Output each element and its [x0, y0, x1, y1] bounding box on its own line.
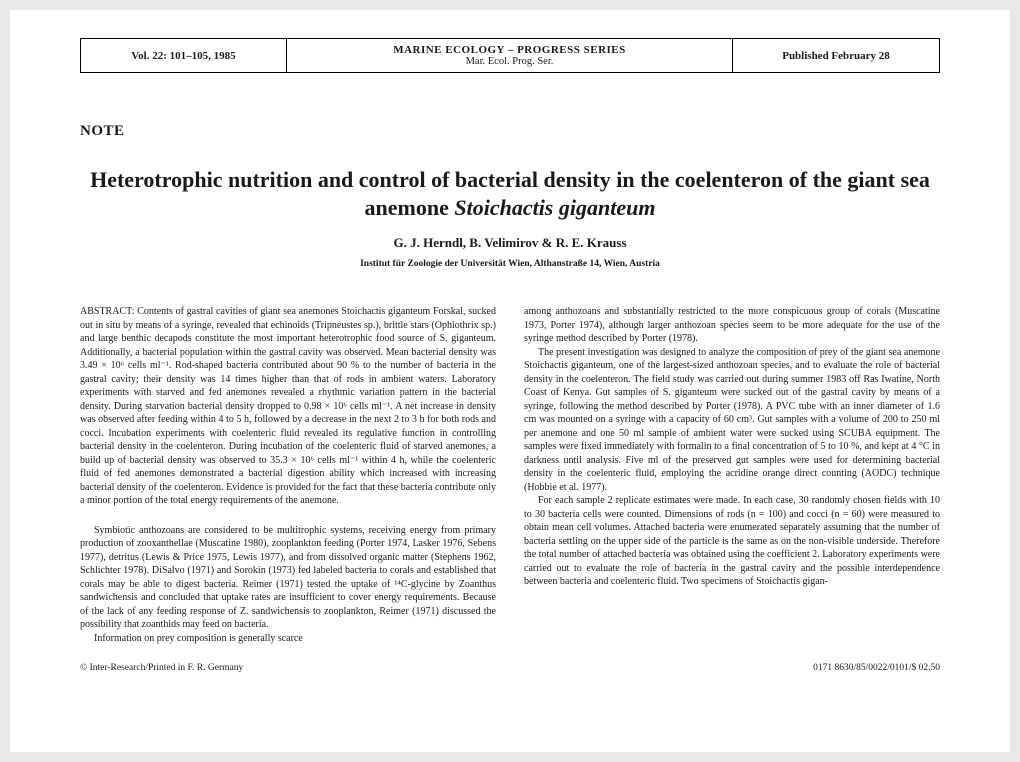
affiliation: Institut für Zoologie der Universität Wi… [80, 259, 940, 269]
authors: G. J. Herndl, B. Velimirov & R. E. Kraus… [80, 235, 940, 251]
article-title: Heterotrophic nutrition and control of b… [80, 166, 940, 221]
footer: © Inter-Research/Printed in F. R. German… [80, 663, 940, 673]
masthead-published: Published February 28 [733, 39, 939, 72]
right-paragraph-3: For each sample 2 replicate estimates we… [524, 494, 940, 589]
masthead-series: MARINE ECOLOGY – PROGRESS SERIES Mar. Ec… [287, 39, 733, 72]
series-abbrev: Mar. Ecol. Prog. Ser. [297, 56, 722, 67]
body-columns: ABSTRACT: Contents of gastral cavities o… [80, 305, 940, 645]
footer-copyright: © Inter-Research/Printed in F. R. German… [80, 663, 243, 673]
abstract: ABSTRACT: Contents of gastral cavities o… [80, 305, 496, 508]
series-name: MARINE ECOLOGY – PROGRESS SERIES [297, 44, 722, 56]
right-column: among anthozoans and substantially restr… [524, 305, 940, 645]
left-paragraph-2: Information on prey composition is gener… [80, 632, 496, 646]
masthead-volume: Vol. 22: 101–105, 1985 [81, 39, 287, 72]
left-column: ABSTRACT: Contents of gastral cavities o… [80, 305, 496, 645]
right-paragraph-1: among anthozoans and substantially restr… [524, 305, 940, 346]
title-species: Stoichactis giganteum [454, 195, 655, 220]
volume-text: Vol. 22: 101–105, 1985 [91, 50, 276, 62]
abstract-body: Contents of gastral cavities of giant se… [80, 306, 496, 506]
published-text: Published February 28 [743, 50, 929, 62]
right-paragraph-2: The present investigation was designed t… [524, 346, 940, 495]
masthead: Vol. 22: 101–105, 1985 MARINE ECOLOGY – … [80, 38, 940, 73]
abstract-label: ABSTRACT: [80, 306, 137, 317]
left-paragraph-1: Symbiotic anthozoans are considered to b… [80, 524, 496, 632]
page: Vol. 22: 101–105, 1985 MARINE ECOLOGY – … [10, 10, 1010, 752]
footer-code: 0171 8630/85/0022/0101/$ 02.50 [813, 663, 940, 673]
note-label: NOTE [80, 123, 940, 140]
